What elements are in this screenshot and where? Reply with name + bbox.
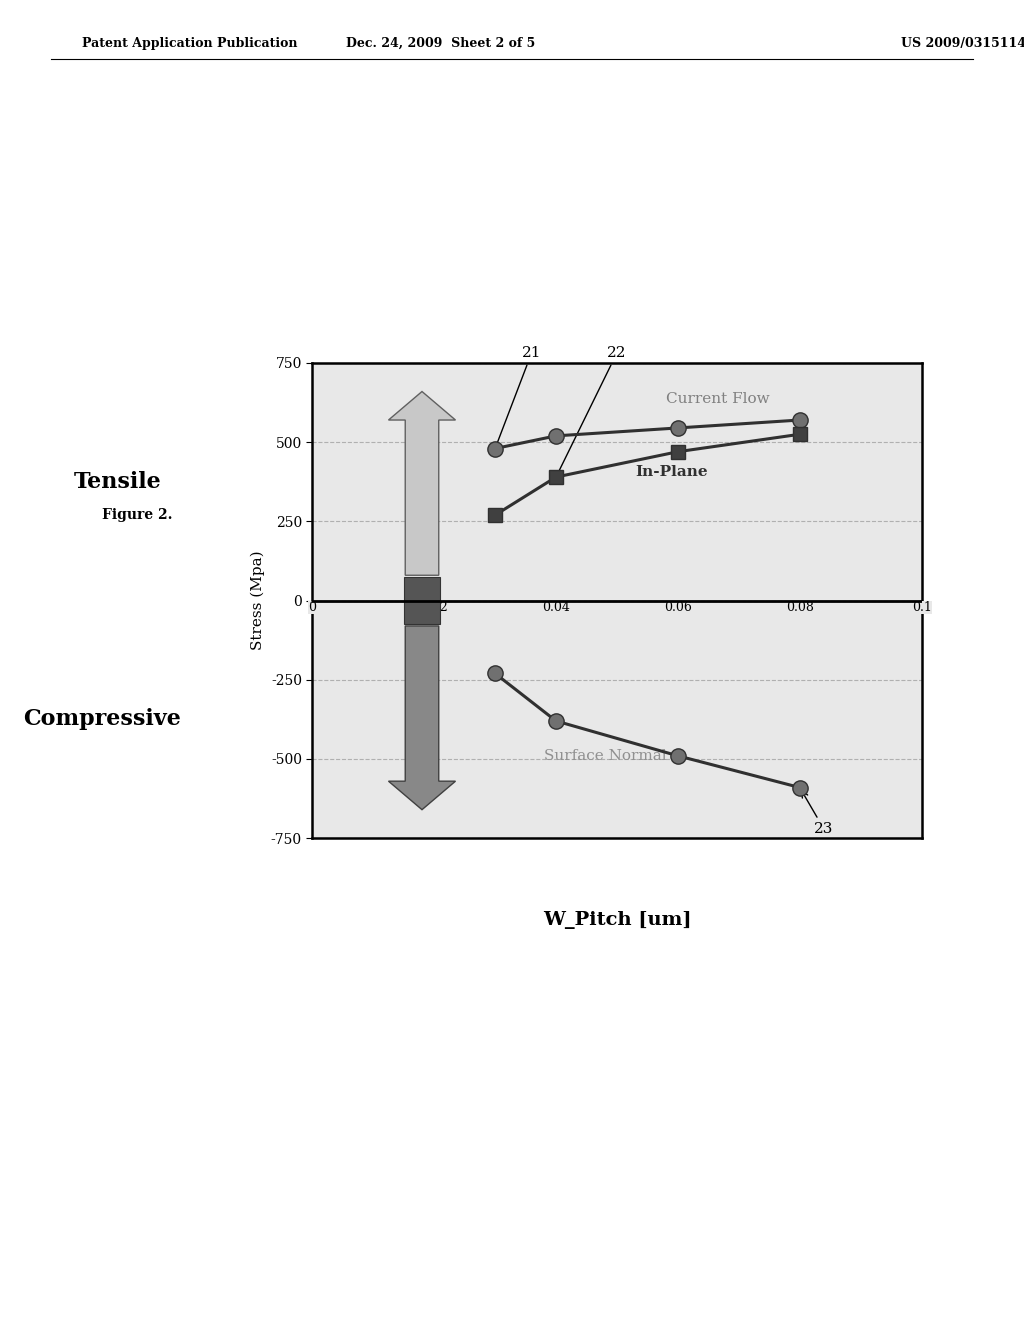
Text: US 2009/0315114 A1: US 2009/0315114 A1	[901, 37, 1024, 50]
Bar	[403, 577, 440, 624]
Text: 0.08: 0.08	[785, 601, 814, 614]
Text: 0.1: 0.1	[911, 601, 932, 614]
Text: Surface Normal: Surface Normal	[544, 748, 667, 763]
Text: Figure 2.: Figure 2.	[102, 508, 173, 523]
Text: Current Flow: Current Flow	[666, 392, 769, 407]
Text: Tensile: Tensile	[74, 471, 162, 492]
FancyArrow shape	[388, 626, 456, 809]
Text: 0.06: 0.06	[664, 601, 692, 614]
Text: 23: 23	[802, 791, 834, 837]
Text: 0: 0	[308, 601, 316, 614]
Text: W_Pitch [um]: W_Pitch [um]	[543, 911, 691, 929]
Y-axis label: Stress (Mpa): Stress (Mpa)	[251, 550, 265, 651]
Text: 21: 21	[496, 346, 542, 446]
Text: Patent Application Publication: Patent Application Publication	[82, 37, 297, 50]
Text: Compressive: Compressive	[24, 709, 181, 730]
Text: 0.02: 0.02	[420, 601, 449, 614]
Text: 22: 22	[557, 346, 627, 475]
Text: Dec. 24, 2009  Sheet 2 of 5: Dec. 24, 2009 Sheet 2 of 5	[346, 37, 535, 50]
Text: 0.04: 0.04	[542, 601, 570, 614]
FancyArrow shape	[388, 392, 456, 576]
Text: In-Plane: In-Plane	[635, 465, 708, 479]
